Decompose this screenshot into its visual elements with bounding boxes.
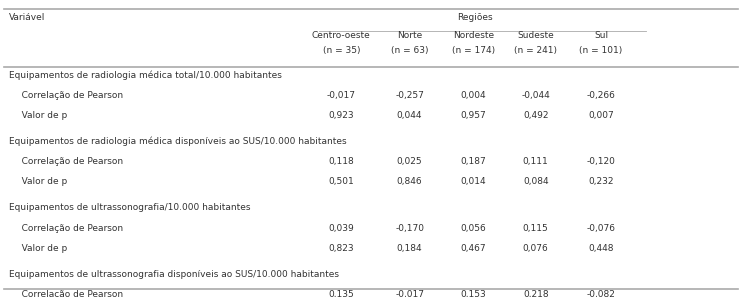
Text: Correlação de Pearson: Correlação de Pearson [13, 290, 122, 297]
Text: Equipamentos de radiologia médica total/10.000 habitantes: Equipamentos de radiologia médica total/… [9, 70, 282, 80]
Text: Correlação de Pearson: Correlação de Pearson [13, 91, 122, 99]
Text: 0,025: 0,025 [397, 157, 422, 166]
Text: 0,467: 0,467 [461, 244, 486, 253]
Text: -0,017: -0,017 [326, 91, 356, 99]
Text: 0,076: 0,076 [523, 244, 548, 253]
Text: Equipamentos de ultrassonografia disponíveis ao SUS/10.000 habitantes: Equipamentos de ultrassonografia disponí… [9, 270, 339, 279]
Text: 0,218: 0,218 [523, 290, 548, 297]
Text: -0,044: -0,044 [522, 91, 550, 99]
Text: -0,017: -0,017 [395, 290, 424, 297]
Text: 0,232: 0,232 [588, 177, 614, 186]
Text: Sudeste: Sudeste [517, 31, 554, 40]
Text: 0,501: 0,501 [329, 177, 354, 186]
Text: Nordeste: Nordeste [453, 31, 494, 40]
Text: Equipamentos de ultrassonografia/10.000 habitantes: Equipamentos de ultrassonografia/10.000 … [9, 203, 250, 212]
Text: 0,056: 0,056 [461, 224, 486, 233]
Text: Correlação de Pearson: Correlação de Pearson [13, 224, 122, 233]
Text: -0,082: -0,082 [587, 290, 615, 297]
Text: -0,076: -0,076 [586, 224, 616, 233]
Text: 0,187: 0,187 [461, 157, 486, 166]
Text: (n = 241): (n = 241) [514, 46, 557, 55]
Text: Valor de p: Valor de p [13, 244, 67, 253]
Text: 0,004: 0,004 [461, 91, 486, 99]
Text: -0,257: -0,257 [395, 91, 424, 99]
Text: 0,184: 0,184 [397, 244, 422, 253]
Text: Regiões: Regiões [457, 13, 493, 22]
Text: Correlação de Pearson: Correlação de Pearson [13, 157, 122, 166]
Text: Sul: Sul [594, 31, 608, 40]
Text: (n = 101): (n = 101) [580, 46, 623, 55]
Text: 0,846: 0,846 [397, 177, 422, 186]
Text: 0,492: 0,492 [523, 111, 548, 120]
Text: -0,120: -0,120 [587, 157, 615, 166]
Text: 0,448: 0,448 [588, 244, 614, 253]
Text: Norte: Norte [397, 31, 422, 40]
Text: Centro-oeste: Centro-oeste [312, 31, 371, 40]
Text: 0,039: 0,039 [329, 224, 354, 233]
Text: (n = 35): (n = 35) [323, 46, 360, 55]
Text: Valor de p: Valor de p [13, 111, 67, 120]
Text: 0,084: 0,084 [523, 177, 548, 186]
Text: 0,135: 0,135 [329, 290, 354, 297]
Text: 0,153: 0,153 [461, 290, 486, 297]
Text: 0,014: 0,014 [461, 177, 486, 186]
Text: 0,111: 0,111 [523, 157, 548, 166]
Text: -0,266: -0,266 [587, 91, 615, 99]
Text: (n = 174): (n = 174) [452, 46, 495, 55]
Text: 0,044: 0,044 [397, 111, 422, 120]
Text: 0,007: 0,007 [588, 111, 614, 120]
Text: 0,823: 0,823 [329, 244, 354, 253]
Text: Variável: Variável [9, 13, 45, 22]
Text: -0,170: -0,170 [395, 224, 424, 233]
Text: Valor de p: Valor de p [13, 177, 67, 186]
Text: 0,118: 0,118 [329, 157, 354, 166]
Text: 0,923: 0,923 [329, 111, 354, 120]
Text: 0,957: 0,957 [461, 111, 486, 120]
Text: Equipamentos de radiologia médica disponíveis ao SUS/10.000 habitantes: Equipamentos de radiologia médica dispon… [9, 137, 347, 146]
Text: (n = 63): (n = 63) [391, 46, 428, 55]
Text: 0,115: 0,115 [523, 224, 548, 233]
